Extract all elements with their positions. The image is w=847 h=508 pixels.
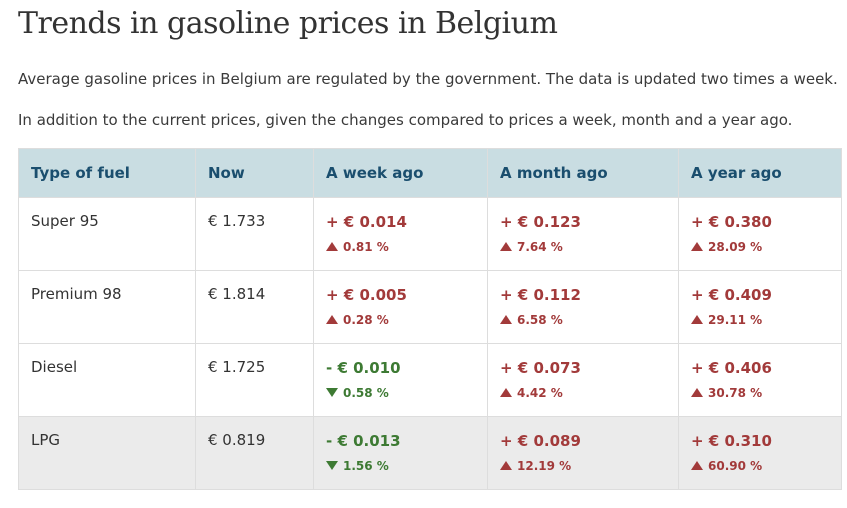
triangle-up-icon	[326, 315, 338, 324]
triangle-up-icon	[691, 242, 703, 251]
intro-paragraph: Average gasoline prices in Belgium are r…	[18, 70, 838, 88]
header-month-ago: A month ago	[487, 148, 679, 198]
percent-change: 0.81 %	[326, 240, 475, 254]
price-change-value: + € 0.409	[691, 286, 772, 304]
triangle-up-icon	[500, 242, 512, 251]
page-content: Trends in gasoline prices in Belgium Ave…	[0, 4, 842, 490]
month-change-cell: + € 0.089 12.19 %	[487, 416, 679, 490]
week-change-cell: - € 0.013 1.56 %	[313, 416, 488, 490]
price-change-value: + € 0.406	[691, 359, 772, 377]
current-price-cell: € 1.725	[195, 343, 314, 417]
percent-change-text: 29.11 %	[708, 313, 763, 327]
year-change-cell: + € 0.310 60.90 %	[678, 416, 842, 490]
price-change-value: + € 0.005	[326, 286, 407, 304]
month-change-cell: + € 0.073 4.42 %	[487, 343, 679, 417]
week-change-cell: - € 0.010 0.58 %	[313, 343, 488, 417]
month-change-cell: + € 0.123 7.64 %	[487, 197, 679, 271]
triangle-up-icon	[691, 461, 703, 470]
percent-change-text: 1.56 %	[343, 459, 389, 473]
percent-change-text: 28.09 %	[708, 240, 763, 254]
percent-change: 1.56 %	[326, 459, 475, 473]
triangle-up-icon	[326, 242, 338, 251]
triangle-up-icon	[500, 461, 512, 470]
price-change-value: + € 0.014	[326, 213, 407, 231]
year-change-cell: + € 0.406 30.78 %	[678, 343, 842, 417]
percent-change-text: 7.64 %	[517, 240, 563, 254]
intro-paragraph-2: In addition to the current prices, given…	[18, 111, 793, 129]
page-title: Trends in gasoline prices in Belgium	[18, 6, 558, 41]
week-change-cell: + € 0.014 0.81 %	[313, 197, 488, 271]
percent-change: 0.58 %	[326, 386, 475, 400]
percent-change-text: 30.78 %	[708, 386, 763, 400]
price-change-value: + € 0.123	[500, 213, 581, 231]
current-price-cell: € 1.733	[195, 197, 314, 271]
triangle-up-icon	[691, 388, 703, 397]
table-row: LPG € 0.819 - € 0.013 1.56 % + € 0.089 12.19 …	[18, 416, 842, 490]
percent-change: 4.42 %	[500, 386, 666, 400]
current-price-cell: € 1.814	[195, 270, 314, 344]
percent-change: 30.78 %	[691, 386, 829, 400]
year-change-cell: + € 0.380 28.09 %	[678, 197, 842, 271]
week-change-cell: + € 0.005 0.28 %	[313, 270, 488, 344]
price-change-value: + € 0.112	[500, 286, 581, 304]
current-price-cell: € 0.819	[195, 416, 314, 490]
price-change-value: + € 0.073	[500, 359, 581, 377]
header-week-ago: A week ago	[313, 148, 488, 198]
price-change-value: - € 0.010	[326, 359, 401, 377]
header-year-ago: A year ago	[678, 148, 842, 198]
triangle-up-icon	[500, 388, 512, 397]
year-change-cell: + € 0.409 29.11 %	[678, 270, 842, 344]
fuel-type-cell: Premium 98	[18, 270, 196, 344]
triangle-up-icon	[500, 315, 512, 324]
price-change-value: + € 0.310	[691, 432, 772, 450]
percent-change: 0.28 %	[326, 313, 475, 327]
fuel-type-cell: Super 95	[18, 197, 196, 271]
triangle-up-icon	[691, 315, 703, 324]
percent-change-text: 6.58 %	[517, 313, 563, 327]
percent-change: 7.64 %	[500, 240, 666, 254]
percent-change: 60.90 %	[691, 459, 829, 473]
triangle-down-icon	[326, 388, 338, 397]
price-change-value: + € 0.089	[500, 432, 581, 450]
percent-change-text: 60.90 %	[708, 459, 763, 473]
header-fuel-type: Type of fuel	[18, 148, 196, 198]
percent-change: 29.11 %	[691, 313, 829, 327]
percent-change-text: 12.19 %	[517, 459, 572, 473]
table-header-row: Type of fuel Now A week ago A month ago …	[18, 148, 842, 198]
percent-change-text: 0.58 %	[343, 386, 389, 400]
fuel-prices-table: Type of fuel Now A week ago A month ago …	[18, 148, 842, 490]
fuel-type-cell: LPG	[18, 416, 196, 490]
price-change-value: + € 0.380	[691, 213, 772, 231]
percent-change-text: 0.81 %	[343, 240, 389, 254]
header-now: Now	[195, 148, 314, 198]
triangle-down-icon	[326, 461, 338, 470]
table-row: Premium 98 € 1.814 + € 0.005 0.28 % + € 0.11…	[18, 270, 842, 344]
percent-change: 6.58 %	[500, 313, 666, 327]
price-change-value: - € 0.013	[326, 432, 401, 450]
percent-change: 28.09 %	[691, 240, 829, 254]
percent-change-text: 4.42 %	[517, 386, 563, 400]
month-change-cell: + € 0.112 6.58 %	[487, 270, 679, 344]
percent-change: 12.19 %	[500, 459, 666, 473]
fuel-type-cell: Diesel	[18, 343, 196, 417]
table-row: Super 95 € 1.733 + € 0.014 0.81 % + € 0.123 7…	[18, 197, 842, 271]
table-row: Diesel € 1.725 - € 0.010 0.58 % + € 0.073 4.4…	[18, 343, 842, 417]
percent-change-text: 0.28 %	[343, 313, 389, 327]
